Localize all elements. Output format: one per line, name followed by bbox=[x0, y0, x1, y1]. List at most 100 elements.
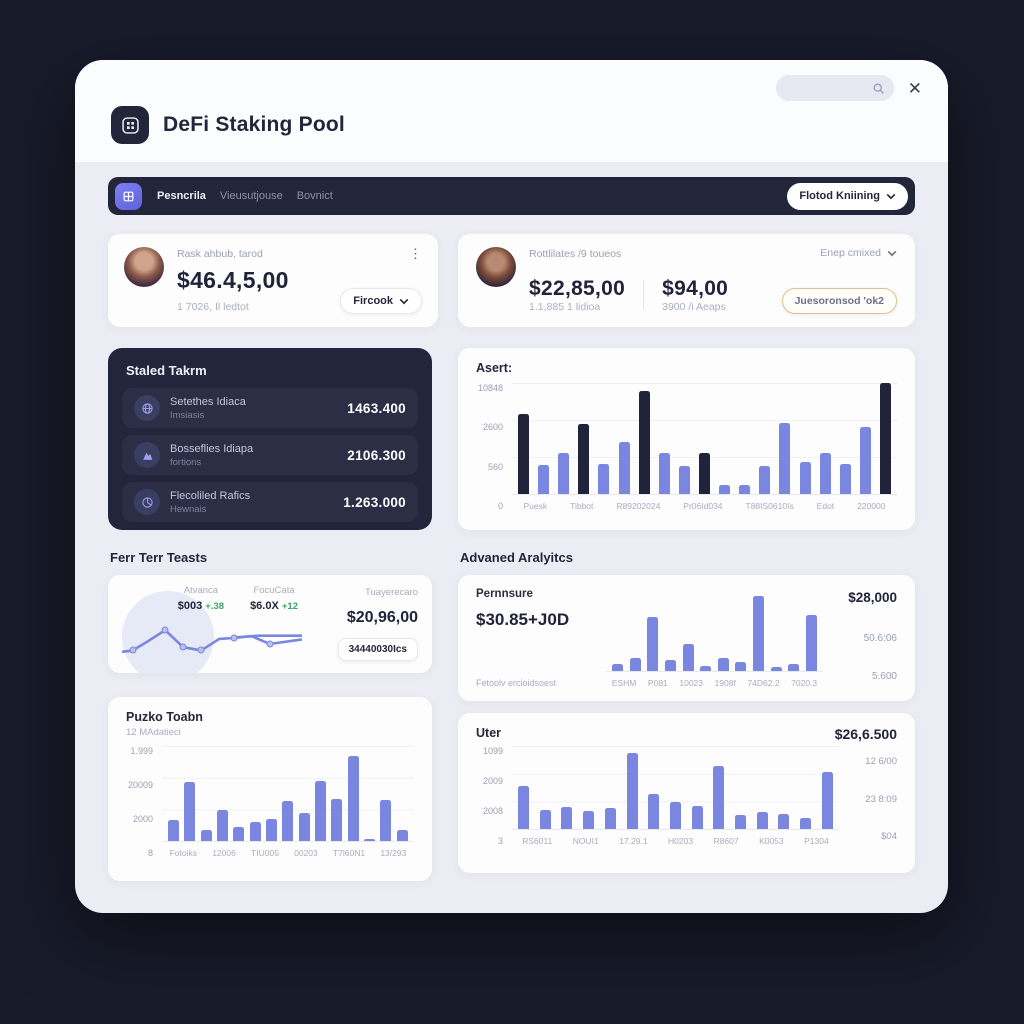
bar bbox=[821, 771, 833, 829]
y-axis: 10848 2600 560 0 bbox=[476, 383, 512, 511]
bar bbox=[233, 826, 245, 841]
line-point bbox=[230, 634, 238, 642]
bar bbox=[612, 663, 623, 671]
nav-item-1[interactable]: Vieusutjouse bbox=[219, 190, 283, 202]
bar bbox=[664, 659, 676, 671]
bar bbox=[800, 818, 812, 829]
rewards-card: Rottlilates /9 toueos $22,85,00 1.1,885 … bbox=[458, 234, 915, 327]
x-tick-label: T7l60N1 bbox=[332, 848, 366, 858]
uter-right-value: $04 bbox=[881, 831, 897, 842]
assets-title: Asert: bbox=[476, 361, 513, 375]
analytics-footnote: Fetoolv ercioidsoest bbox=[476, 678, 557, 688]
y-tick-label: 2009 bbox=[482, 776, 503, 786]
x-tick-label: 17.29.1 bbox=[619, 836, 648, 846]
bar bbox=[539, 809, 551, 829]
staked-row-sub: fortions bbox=[170, 456, 202, 468]
navbar: Pesncrila Vieusutjouse Bovnict Flotod Kn… bbox=[108, 177, 915, 215]
x-tick-label: NOUI1 bbox=[572, 836, 599, 846]
bar bbox=[380, 800, 392, 841]
line-chart bbox=[122, 615, 302, 661]
x-tick-label: 13/293 bbox=[380, 848, 407, 858]
bar bbox=[682, 644, 694, 671]
staked-row-value: 2106.300 bbox=[347, 447, 406, 463]
staked-row-2[interactable]: Flecoliled Rafics Hewnais 1.263.000 bbox=[122, 482, 418, 522]
overview-section-title: Ferr Terr Teasts bbox=[110, 550, 208, 565]
rewards-value-1: $22,85,00 bbox=[529, 277, 626, 300]
bar bbox=[839, 464, 851, 494]
overview-col1-value: $003 bbox=[177, 600, 203, 612]
x-tick-label: P1304 bbox=[804, 836, 829, 846]
puzko-title: Puzko Toabn bbox=[126, 710, 203, 724]
kebab-menu-icon[interactable]: ⋮ bbox=[409, 246, 422, 261]
globe-icon bbox=[134, 395, 160, 421]
balance-value: $46.4,5,00 bbox=[177, 267, 289, 293]
line-point bbox=[129, 646, 137, 654]
bar bbox=[756, 812, 768, 829]
bar bbox=[678, 466, 690, 494]
x-tick-label: Fotoiks bbox=[169, 848, 197, 858]
header: ✕ DeFi Staking Pool bbox=[75, 60, 948, 162]
x-tick-label: Edot bbox=[816, 501, 835, 511]
rewards-sub-2: 3900 /i Aeaps bbox=[662, 301, 726, 313]
fircook-button[interactable]: Fircook bbox=[340, 288, 422, 314]
bar-chart bbox=[512, 383, 897, 495]
y-tick-label: 0 bbox=[497, 500, 503, 511]
x-axis: RS6011 NOUI1 17.29.1 H0203 R8607 K0053 P1304 bbox=[512, 836, 839, 846]
bar bbox=[700, 665, 712, 671]
uter-right-values: 12 6/00 23 8:09 $04 bbox=[839, 746, 897, 846]
overview-col3-value: $20,96,00 bbox=[346, 609, 418, 626]
overview-col2-value: $6.0X bbox=[250, 600, 279, 612]
search-icon bbox=[872, 82, 885, 95]
bar bbox=[347, 755, 359, 841]
y-tick-label: 10848 bbox=[477, 383, 503, 393]
bar bbox=[717, 658, 729, 671]
staked-row-label: Bosseflies Idiapa bbox=[170, 442, 254, 455]
page-title: DeFi Staking Pool bbox=[163, 113, 345, 136]
period-dropdown[interactable]: Enep cmixed bbox=[820, 247, 897, 259]
bar bbox=[266, 819, 278, 841]
staked-row-0[interactable]: Setethes Idiaca Imsiasis 1463.400 bbox=[122, 388, 418, 428]
bar bbox=[713, 765, 725, 829]
analytics-right-mid: 50.6:06 bbox=[863, 632, 897, 644]
y-tick-label: 2008 bbox=[482, 806, 503, 816]
bar bbox=[598, 464, 610, 494]
x-tick-label: 12006 bbox=[212, 848, 236, 858]
x-tick-label: 7020.3 bbox=[791, 678, 818, 688]
staked-row-1[interactable]: Bosseflies Idiapa fortions 2106.300 bbox=[122, 435, 418, 475]
close-icon[interactable]: ✕ bbox=[907, 78, 922, 98]
staked-row-label: Flecoliled Rafics bbox=[170, 489, 251, 502]
y-tick-label: 8 bbox=[147, 848, 153, 858]
nav-action-button[interactable]: Flotod Kniining bbox=[787, 182, 908, 210]
y-axis: 1.999 20009 2000 8 bbox=[126, 746, 162, 858]
line-point bbox=[197, 646, 205, 654]
x-axis: ESHM P081 10023 1908f 74D62.2 7020.3 bbox=[606, 678, 823, 688]
bar bbox=[298, 812, 310, 841]
bar bbox=[819, 452, 831, 494]
rewards-label: Rottlilates /9 toueos bbox=[529, 248, 622, 260]
x-tick-label: T88IS0610Is bbox=[745, 501, 794, 511]
x-tick-label: Tibbot bbox=[570, 501, 594, 511]
nav-item-2[interactable]: Bovnict bbox=[296, 190, 333, 202]
bar bbox=[578, 424, 590, 494]
bar bbox=[618, 441, 630, 494]
rewards-action-button[interactable]: Juesoronsod 'ok2 bbox=[781, 288, 897, 314]
uter-total: $26,6.500 bbox=[834, 726, 897, 742]
x-axis: Fotoiks 12006 TIU005 00203 T7l60N1 13/293 bbox=[162, 848, 414, 858]
bar bbox=[753, 596, 764, 671]
uter-card: Uter $26,6.500 1099 2009 2008 3 RS6011 NOUI1… bbox=[458, 713, 915, 873]
pie-chart-icon bbox=[134, 489, 160, 515]
bar-chart bbox=[162, 746, 414, 842]
x-tick-label: H0203 bbox=[668, 836, 694, 846]
staked-row-value: 1.263.000 bbox=[343, 494, 406, 510]
y-tick-label: 1.999 bbox=[130, 746, 153, 756]
bar bbox=[648, 794, 660, 829]
nav-item-0[interactable]: Pesncrila bbox=[157, 190, 206, 202]
x-tick-label: R89202024 bbox=[616, 501, 661, 511]
bar bbox=[778, 814, 790, 829]
search-input[interactable] bbox=[775, 75, 894, 101]
analytics-card: Pernnsure $30.85+J0D Fetoolv ercioidsoes… bbox=[458, 575, 915, 701]
nav-logo-icon[interactable] bbox=[115, 182, 142, 210]
overview-action-button[interactable]: 34440030Ics bbox=[337, 638, 418, 661]
x-tick-label: ESHM bbox=[611, 678, 637, 688]
bar bbox=[735, 662, 747, 671]
